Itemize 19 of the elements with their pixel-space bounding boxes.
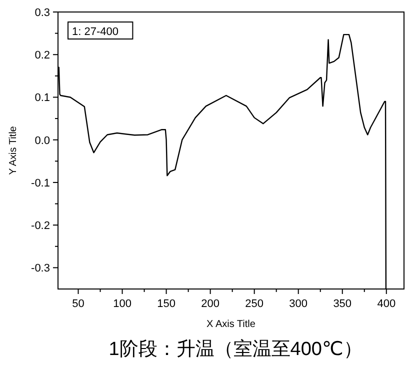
x-axis-title: X Axis Title	[206, 319, 256, 330]
x-tick-label: 250	[245, 298, 264, 310]
y-tick-label: 0.1	[34, 92, 50, 104]
x-tick-label: 300	[289, 298, 308, 310]
y-tick-label: -0.3	[31, 262, 50, 275]
y-tick-label: -0.1	[31, 177, 50, 190]
x-tick-label: 150	[157, 298, 176, 310]
annotation: 1: 27-400	[72, 26, 118, 38]
x-tick-label: 400	[377, 298, 396, 310]
y-tick-label: 0.2	[34, 50, 50, 62]
x-tick-label: 50	[72, 298, 84, 310]
y-tick-label: -0.2	[31, 220, 50, 232]
x-tick-label: 200	[201, 298, 220, 310]
x-tick-label: 100	[113, 298, 132, 310]
y-tick-label: 0.3	[34, 7, 50, 19]
text: 1阶段：升温（室温至400℃）	[108, 338, 362, 360]
x-tick-label: 350	[333, 298, 352, 310]
y-tick-label: 0.0	[34, 134, 50, 147]
y-axis-title: Y Axis Title	[8, 126, 19, 175]
